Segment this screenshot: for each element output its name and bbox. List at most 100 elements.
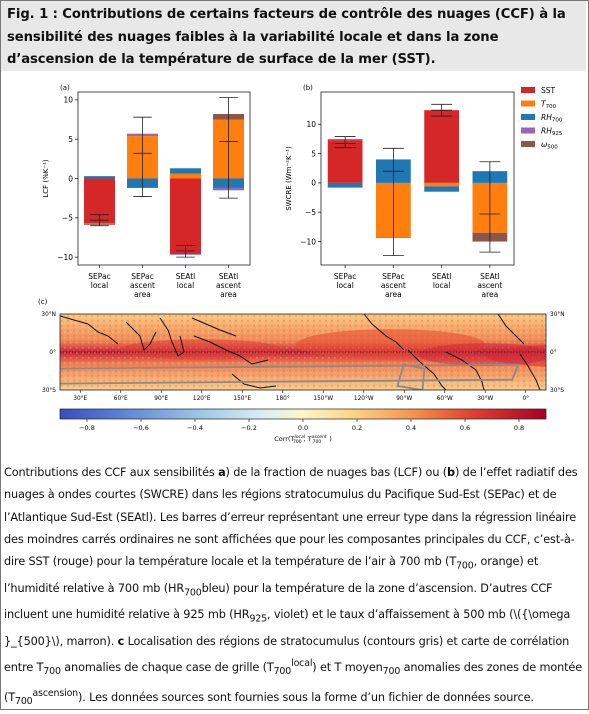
coastline xyxy=(193,335,269,365)
legend-label-sub: 925 xyxy=(552,131,563,137)
category-label: SEPac xyxy=(382,272,404,281)
category-label: ascent xyxy=(130,281,155,290)
colorbar-tick-label: 0.8 xyxy=(514,424,524,432)
map-x-tick-label: 120°E xyxy=(193,396,211,402)
caption-label-a: a xyxy=(218,466,226,479)
map-x-tick-label: 90°W xyxy=(396,396,412,402)
map-patch xyxy=(120,339,283,360)
legend-label: RH925 xyxy=(541,127,563,138)
legend-label-sub: 500 xyxy=(547,145,558,151)
bar-segment xyxy=(170,173,201,179)
legend-label-sub: 700 xyxy=(552,118,563,124)
y-tick-label: 0 xyxy=(311,179,316,188)
map-x-tick-label: 60°E xyxy=(114,396,128,402)
legend-label-base: RH xyxy=(541,127,552,136)
map-y-tick-label-left: 30°S xyxy=(42,388,56,394)
figure-charts: (a)SEPaclocalSEPacascentareaSEAtllocalSE… xyxy=(38,84,565,445)
colorbar-tick-label: −0.6 xyxy=(133,424,149,432)
coastline xyxy=(125,321,157,351)
y-tick-label: 10 xyxy=(63,96,73,105)
category-label: area xyxy=(134,290,151,299)
legend-label-sub: 700 xyxy=(546,104,557,110)
legend-label-base: SST xyxy=(541,86,556,95)
title-box: Fig. 1 : Contributions de certains facte… xyxy=(1,1,586,71)
caption-subscript: 700 xyxy=(43,666,61,678)
panel-label: (a) xyxy=(60,84,70,92)
legend-label: T700 xyxy=(541,100,557,111)
y-axis-label: SWCRE (Wm⁻²K⁻¹) xyxy=(285,146,293,211)
coastline xyxy=(231,373,277,389)
colorbar-label-sup: ascent xyxy=(312,434,327,440)
caption-part: bleu) pour la température de la zone d’a… xyxy=(4,581,553,622)
map-x-tick-label: 150°W xyxy=(313,396,333,402)
colorbar-tick-label: 0.4 xyxy=(406,424,416,432)
caption-part: anomalies des zones de montée (T xyxy=(4,660,583,705)
category-label: area xyxy=(482,290,499,299)
panel-label: (b) xyxy=(303,84,313,92)
map-y-tick-label-right: 30°S xyxy=(550,388,564,394)
bar-segment xyxy=(424,186,459,192)
caption-superscript: ascension xyxy=(32,688,79,700)
legend-label: SST xyxy=(541,86,556,95)
coastline xyxy=(519,353,541,390)
legend-label: ω500 xyxy=(541,140,558,151)
map-patch xyxy=(417,343,546,366)
y-tick-label: 5 xyxy=(68,135,73,144)
map-x-tick-label: 30°E xyxy=(73,396,87,402)
map-y-tick-label-right: 30°N xyxy=(550,312,565,318)
caption-part: Localisation des régions de stratocumulu… xyxy=(4,634,570,674)
y-tick-label: 10 xyxy=(306,120,316,129)
caption-subscript: 700 xyxy=(184,586,202,598)
panel-b: (b)SEPaclocalSEPacascentareaSEAtllocalSE… xyxy=(285,84,563,299)
colorbar-tick-label: −0.4 xyxy=(187,424,203,432)
caption-part: ) de l’effet radiatif des nuages à ondes… xyxy=(4,466,578,569)
y-tick-label: −5 xyxy=(305,208,316,217)
caption-part: , orange) et l’humidité relative à 700 m… xyxy=(4,555,539,595)
category-label: area xyxy=(220,290,237,299)
stratocumulus-contour xyxy=(396,363,426,390)
coastline xyxy=(60,315,119,345)
legend-swatch xyxy=(521,87,535,93)
colorbar-label-sup: local xyxy=(294,434,305,440)
colorbar-tick-label: 0.0 xyxy=(298,424,308,432)
category-label: ascent xyxy=(216,281,241,290)
legend-label-base: ω xyxy=(541,140,547,149)
category-label: SEPac xyxy=(131,272,153,281)
panel-label: (c) xyxy=(38,298,48,306)
caption-part: ) et T moyen xyxy=(312,660,383,674)
caption-part: ) de la fraction de nuages bas (LCF) ou … xyxy=(225,466,448,479)
category-label: SEAtl xyxy=(480,272,500,281)
caption-part: Contributions des CCF aux sensibilités xyxy=(4,466,219,479)
axes-frame xyxy=(320,91,515,266)
caption-label-c: c xyxy=(117,634,125,648)
legend-swatch xyxy=(521,141,535,147)
y-axis-label: LCF (%K⁻¹) xyxy=(42,159,50,198)
colorbar-label-part: , T xyxy=(304,435,312,443)
figure-caption: Contributions des CCF aux sensibilités a… xyxy=(4,462,584,714)
colorbar-tick-label: −0.8 xyxy=(79,424,95,432)
map-patch xyxy=(485,344,546,367)
y-tick-label: 0 xyxy=(68,174,73,183)
map-y-tick-label-left: 0° xyxy=(49,350,56,356)
colorbar-tick-label: 0.6 xyxy=(460,424,470,432)
coastline xyxy=(497,314,525,345)
map-x-tick-label: 180° xyxy=(276,396,290,402)
caption-subscript: 700 xyxy=(456,560,474,572)
bar-segment xyxy=(327,182,363,188)
bar-segment xyxy=(424,110,459,183)
coastline xyxy=(159,317,185,357)
category-label: ascent xyxy=(477,281,502,290)
coastline xyxy=(445,351,485,390)
category-label: SEPac xyxy=(88,272,110,281)
caption-label-b: b xyxy=(447,466,455,479)
map-frame xyxy=(59,313,547,391)
category-label: ascent xyxy=(381,281,406,290)
category-label: local xyxy=(433,281,450,290)
caption-superscript: local xyxy=(291,658,313,670)
colorbar-label: Corr(Tlocal 700, Tascent 700) xyxy=(274,434,332,445)
caption-subscript: 700 xyxy=(382,666,401,678)
category-label: area xyxy=(385,290,402,299)
legend-swatch xyxy=(521,114,535,120)
map-x-tick-label: 90°E xyxy=(154,396,168,402)
legend-label: RH700 xyxy=(541,113,563,124)
